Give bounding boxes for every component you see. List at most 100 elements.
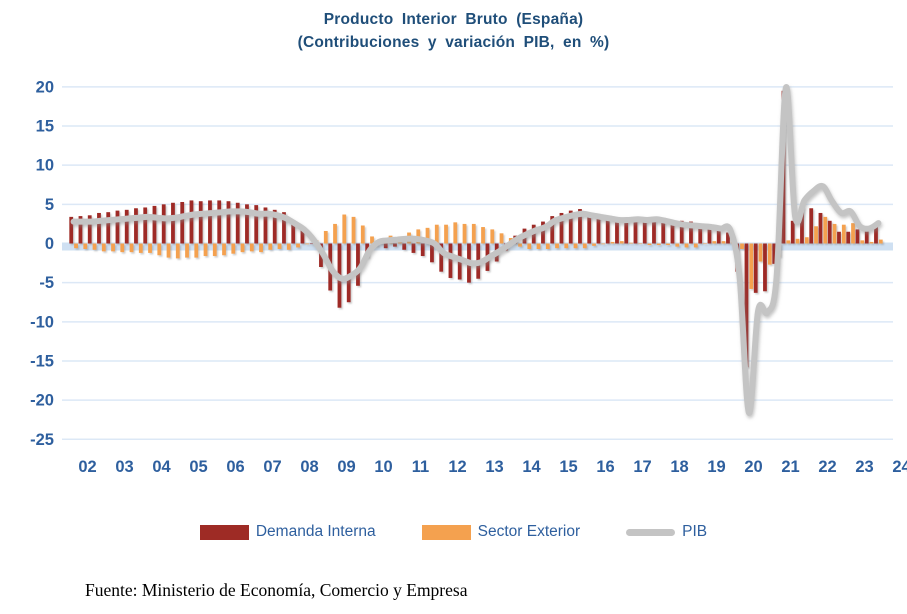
demanda-interna-bar (346, 243, 351, 303)
demanda-interna-bar (707, 229, 712, 244)
demanda-interna-bar (670, 220, 675, 244)
demanda-interna-bar (393, 243, 397, 247)
sector-exterior-bar (323, 230, 328, 244)
bars-group (69, 90, 883, 368)
x-tick-label: 08 (300, 458, 318, 476)
sector-exterior-bar (268, 243, 273, 250)
demanda-interna-bar (254, 205, 259, 244)
demanda-interna-bar (744, 243, 749, 368)
demanda-interna-bar (753, 243, 758, 293)
demanda-interna-bar (578, 209, 582, 244)
sector-exterior-bar (360, 225, 365, 244)
demanda-interna-bar (698, 226, 703, 244)
x-tick-label: 23 (855, 458, 873, 476)
demanda-interna-bar (448, 243, 453, 278)
demanda-interna-bar (652, 217, 656, 244)
x-tick-label: 03 (115, 458, 133, 476)
demanda-interna-bar (763, 243, 767, 292)
demanda-interna-bar (818, 212, 823, 244)
demanda-interna-bar (624, 220, 629, 244)
x-tick-label: 10 (374, 458, 392, 476)
chart-subtitle: (Contribuciones y variación PIB, en %) (297, 34, 610, 51)
x-tick-label: 12 (448, 458, 466, 476)
demanda-interna-bar (726, 232, 730, 244)
legend-item-pib: PIB (626, 523, 707, 541)
demanda-interna-bar (864, 230, 869, 244)
demanda-interna-bar (282, 212, 286, 244)
demanda-interna-bar (272, 209, 277, 244)
sector-exterior-bar (693, 243, 698, 248)
sector-exterior-bar (804, 237, 809, 244)
sector-exterior-bar (721, 241, 726, 244)
x-tick-label: 19 (707, 458, 725, 476)
x-tick-label: 14 (522, 458, 541, 476)
sector-exterior-bar (129, 243, 134, 253)
demanda-interna-bar (633, 219, 638, 244)
sector-exterior-bar (629, 242, 633, 244)
legend-item-sector-exterior: Sector Exterior (421, 523, 581, 541)
sector-exterior-bar (490, 229, 495, 244)
sector-exterior-bar (342, 214, 347, 244)
sector-exterior-bar (471, 223, 476, 244)
demanda-interna-bar (661, 219, 666, 244)
demanda-interna-bar (161, 204, 166, 244)
sector-exterior-bar (518, 243, 522, 247)
sector-exterior-bar (101, 243, 106, 252)
legend-item-demanda-interna: Demanda Interna (199, 523, 376, 541)
demanda-interna-bar (809, 208, 814, 244)
demanda-interna-bar (596, 216, 601, 244)
x-tick-label: 04 (152, 458, 171, 476)
sector-exterior-bar (749, 243, 754, 289)
x-tick-label: 21 (781, 458, 799, 476)
sector-exterior-bar (545, 243, 550, 249)
demanda-interna-bar (874, 227, 878, 244)
demanda-interna-bar (300, 229, 305, 244)
demanda-interna-bar (356, 243, 360, 286)
y-tick-label: -20 (30, 392, 54, 410)
sector-exterior-bar (675, 243, 680, 247)
demanda-interna-bar (124, 209, 129, 244)
sector-exterior-bar (249, 243, 254, 252)
sector-exterior-bar (638, 243, 643, 245)
sector-exterior-bar (148, 243, 152, 253)
sector-exterior-bar (656, 243, 661, 246)
sector-exterior-bar (564, 243, 569, 249)
y-tick-label: -15 (30, 352, 54, 370)
sector-exterior-bar (305, 243, 310, 245)
sector-exterior-bar (203, 243, 208, 257)
sector-exterior-bar (92, 243, 97, 250)
legend-label-sector-exterior: Sector Exterior (477, 523, 581, 540)
x-tick-label: 09 (337, 458, 355, 476)
x-tick-label: 24 (892, 458, 907, 476)
demanda-interna-bar (97, 212, 101, 244)
demanda-interna-bar (615, 222, 619, 244)
demanda-interna-bar (800, 206, 804, 244)
chart-legend: Demanda Interna Sector Exterior PIB (0, 523, 907, 541)
demanda-interna-bar (605, 220, 610, 244)
chart-title-block: Producto Interior Bruto (España) (Contri… (0, 8, 907, 54)
sector-exterior-bar (712, 241, 717, 244)
x-tick-label: 17 (633, 458, 651, 476)
sector-exterior-bar (212, 243, 217, 257)
sector-exterior-bar (666, 243, 670, 246)
demanda-interna-bar (855, 229, 860, 244)
sector-exterior-bar (333, 223, 337, 244)
x-tick-label: 18 (670, 458, 688, 476)
sector-exterior-bar (536, 243, 541, 249)
sector-exterior-bar (111, 243, 115, 252)
sector-exterior-bar (832, 223, 837, 244)
sector-exterior-bar (814, 226, 818, 244)
demanda-interna-bar (846, 231, 851, 244)
sector-exterior-bar (823, 216, 828, 244)
sector-exterior-bar (222, 243, 226, 256)
source-note: Fuente: Ministerio de Economía, Comercio… (85, 580, 468, 600)
sector-exterior-bar (434, 224, 439, 244)
demanda-interna-bar (790, 220, 795, 244)
demanda-interna-bar (134, 208, 138, 244)
y-tick-label: 10 (36, 157, 54, 175)
demanda-interna-bar (411, 243, 416, 253)
sector-exterior-bar (240, 243, 245, 253)
y-tick-label: -10 (30, 313, 54, 331)
demanda-interna-bar (208, 200, 212, 244)
sector-exterior-bar (286, 243, 291, 250)
